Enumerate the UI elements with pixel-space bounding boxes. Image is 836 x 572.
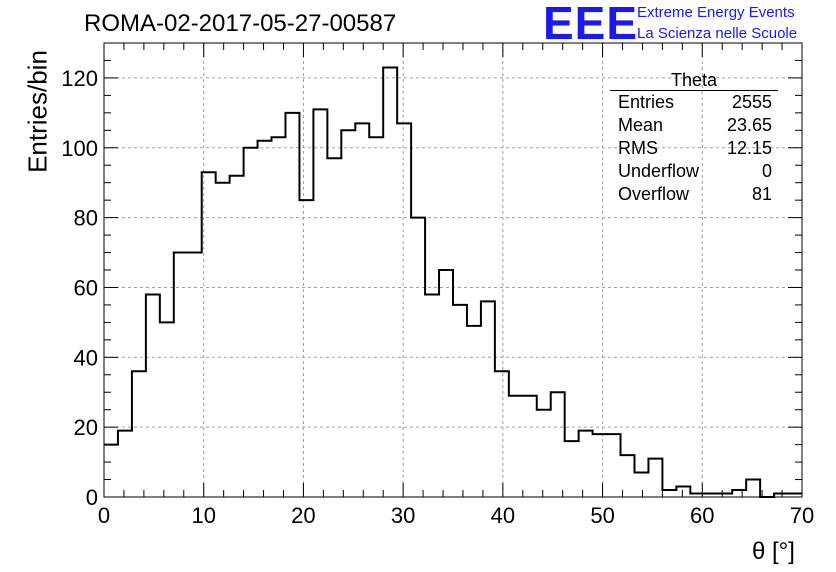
stats-row-rms: RMS 12.15: [610, 137, 778, 160]
histogram-bin: [634, 473, 648, 497]
stats-label: Overflow: [618, 184, 690, 204]
y-tick-label: 60: [74, 275, 98, 300]
histogram-bin: [313, 109, 327, 497]
histogram-bin: [327, 158, 341, 497]
x-axis-label: θ [°]: [752, 538, 795, 565]
histogram-bin: [676, 487, 690, 497]
stats-box: Theta Entries 2555 Mean 23.65 RMS 12.15 …: [610, 70, 778, 206]
histogram-bin: [788, 494, 802, 497]
histogram-bin: [202, 172, 216, 497]
histogram-bin: [537, 410, 551, 497]
logo-mark: EEE: [543, 0, 639, 49]
histogram-bin: [648, 459, 662, 497]
logo-line-2: La Scienza nelle Scuole: [637, 25, 798, 42]
histogram-bin: [690, 494, 704, 497]
x-tick-label: 70: [790, 503, 814, 528]
stats-row-entries: Entries 2555: [610, 91, 778, 114]
stats-label: Mean: [618, 115, 664, 135]
histogram-bin: [146, 294, 160, 497]
histogram-bin: [355, 123, 369, 497]
stats-label: Entries: [618, 92, 675, 112]
x-tick-label: 50: [590, 503, 614, 528]
histogram-bin: [425, 294, 439, 497]
x-tick-label: 0: [98, 503, 110, 528]
y-tick-label: 20: [74, 415, 98, 440]
histogram-bin: [593, 434, 607, 497]
stats-label: Underflow: [618, 161, 700, 181]
stats-row-overflow: Overflow 81: [610, 183, 778, 206]
y-tick-label: 80: [74, 206, 98, 231]
histogram-bin: [551, 392, 565, 497]
histogram-bin: [774, 494, 788, 497]
histogram-bin: [216, 183, 230, 497]
histogram-bin: [258, 141, 272, 497]
histogram-bin: [439, 270, 453, 497]
histogram-bin: [662, 490, 676, 497]
y-axis-label: Entries/bin: [22, 50, 53, 173]
histogram-bin: [397, 123, 411, 497]
logo-line-1: Extreme Energy Events: [637, 4, 795, 21]
histogram-bin: [272, 137, 286, 497]
histogram-bin: [104, 445, 118, 497]
y-tick-label: 100: [61, 136, 98, 161]
stats-value: 23.65: [726, 115, 772, 135]
histogram-bin: [481, 301, 495, 497]
eee-logo: EEE Extreme Energy Events La Scienza nel…: [543, 0, 833, 49]
histogram-bin: [467, 326, 481, 497]
y-tick-label: 0: [86, 485, 98, 510]
stats-row-underflow: Underflow 0: [610, 160, 778, 183]
x-tick-label: 40: [491, 503, 515, 528]
y-tick-label: 40: [74, 345, 98, 370]
histogram-bin: [565, 441, 579, 497]
histogram-bin: [341, 130, 355, 497]
stats-value: 0: [761, 161, 772, 181]
histogram-bin: [299, 200, 313, 497]
chart-title: ROMA-02-2017-05-27-00587: [84, 10, 397, 37]
histogram-bin: [732, 490, 746, 497]
histogram-bin: [718, 494, 732, 497]
histogram-bin: [230, 176, 244, 497]
histogram-bin: [704, 494, 718, 497]
histogram-bin: [607, 434, 621, 497]
histogram-bin: [285, 113, 299, 497]
histogram-bin: [509, 396, 523, 497]
histogram-bin: [132, 371, 146, 497]
histogram-bin: [411, 218, 425, 497]
stats-row-mean: Mean 23.65: [610, 114, 778, 137]
stats-title: Theta: [610, 70, 778, 91]
histogram-bin: [174, 253, 188, 497]
histogram-bin: [453, 305, 467, 497]
x-tick-label: 60: [690, 503, 714, 528]
histogram-bin: [160, 322, 174, 497]
stats-value: 2555: [731, 92, 772, 112]
histogram-bin: [579, 431, 593, 497]
histogram-bin: [495, 371, 509, 497]
histogram-bin: [188, 253, 202, 497]
x-tick-label: 30: [391, 503, 415, 528]
histogram-bin: [621, 455, 635, 497]
histogram-bin: [369, 137, 383, 497]
histogram-bin: [746, 480, 760, 497]
x-tick-label: 20: [291, 503, 315, 528]
stats-value: 81: [751, 184, 772, 204]
histogram-bin: [244, 148, 258, 497]
y-tick-label: 120: [61, 66, 98, 91]
histogram-bin: [523, 396, 537, 497]
histogram-bin: [118, 431, 132, 497]
x-tick-label: 10: [191, 503, 215, 528]
stats-label: RMS: [618, 138, 658, 158]
histogram-bin: [383, 67, 397, 497]
histogram-series: [104, 66, 802, 498]
stats-value: 12.15: [726, 138, 772, 158]
